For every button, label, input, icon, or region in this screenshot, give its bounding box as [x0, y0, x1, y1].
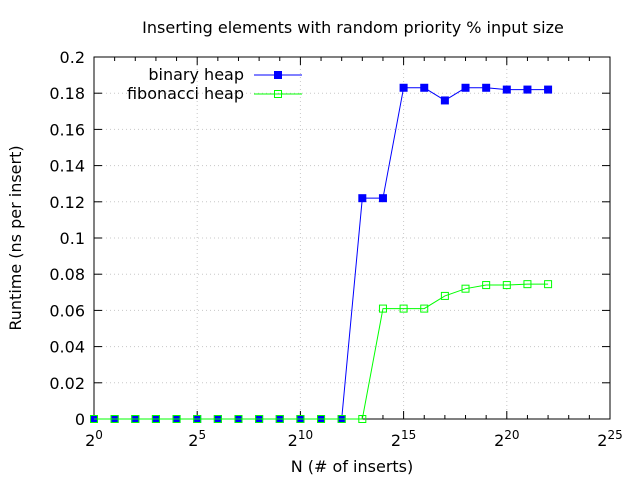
series-point-1	[193, 415, 202, 423]
legend-marker-0	[274, 71, 282, 79]
y-axis-label: Runtime (ns per insert)	[6, 145, 25, 330]
series-point-1	[337, 415, 346, 423]
series-point-0	[461, 83, 470, 92]
legend-marker-1	[274, 90, 282, 98]
x-tick-label: 20	[85, 428, 103, 450]
axis-ticks: 0 0.02 0.04 0.06 0.08 0.1 0.12 0.14 0.16 0.18 0.2 2…	[49, 48, 622, 450]
series-point-1	[482, 281, 491, 290]
y-tick-label: 0.02	[49, 374, 85, 393]
series-point-0	[544, 85, 553, 94]
grid-lines	[93, 56, 611, 420]
x-tick-label: 225	[597, 428, 622, 450]
y-tick-label: 0.14	[49, 157, 85, 176]
y-tick-label: 0.16	[49, 120, 85, 139]
series-point-1	[234, 415, 243, 423]
y-tick-label: 0.2	[60, 48, 85, 67]
series-point-1	[523, 280, 532, 289]
plot-frame	[93, 56, 611, 420]
series-line-1	[94, 283, 549, 420]
legend-label-1: fibonacci heap	[127, 84, 244, 103]
chart-title: Inserting elements with random priority …	[142, 18, 564, 37]
x-tick-label: 210	[288, 428, 313, 450]
series-point-1	[110, 415, 119, 423]
x-tick-label: 220	[494, 428, 519, 450]
series-point-1	[544, 280, 553, 289]
series-point-0	[420, 83, 429, 92]
x-axis-label: N (# of inserts)	[291, 457, 414, 476]
series-point-1	[420, 304, 429, 313]
series-point-1	[90, 415, 98, 423]
x-tick-label: 215	[391, 428, 416, 450]
series-point-0	[502, 85, 511, 94]
y-tick-label: 0.18	[49, 84, 85, 103]
series-point-0	[378, 194, 387, 203]
y-tick-label: 0.06	[49, 301, 85, 320]
series-point-1	[378, 304, 387, 313]
y-tick-label: 0.12	[49, 193, 85, 212]
series-point-1	[440, 291, 449, 300]
series-point-0	[440, 96, 449, 105]
legend-label-0: binary heap	[148, 65, 244, 84]
series-point-1	[151, 415, 160, 423]
series-point-1	[502, 281, 511, 290]
series-point-1	[255, 415, 264, 423]
y-tick-label: 0	[75, 410, 85, 429]
y-tick-label: 0.08	[49, 265, 85, 284]
series-point-0	[399, 83, 408, 92]
series-point-1	[172, 415, 181, 423]
series-point-1	[213, 415, 222, 423]
series-point-1	[296, 415, 305, 423]
series-point-1	[131, 415, 140, 423]
series-layer	[90, 83, 553, 423]
y-tick-label: 0.1	[60, 229, 85, 248]
series-point-0	[523, 85, 532, 94]
y-tick-label: 0.04	[49, 338, 85, 357]
series-line-0	[94, 87, 549, 420]
series-point-0	[482, 83, 491, 92]
x-tick-label: 25	[188, 428, 206, 450]
series-point-1	[317, 415, 326, 423]
series-point-0	[358, 194, 367, 203]
series-point-1	[275, 415, 284, 423]
series-point-1	[399, 304, 408, 313]
series-point-1	[358, 415, 367, 423]
series-point-1	[461, 284, 470, 293]
